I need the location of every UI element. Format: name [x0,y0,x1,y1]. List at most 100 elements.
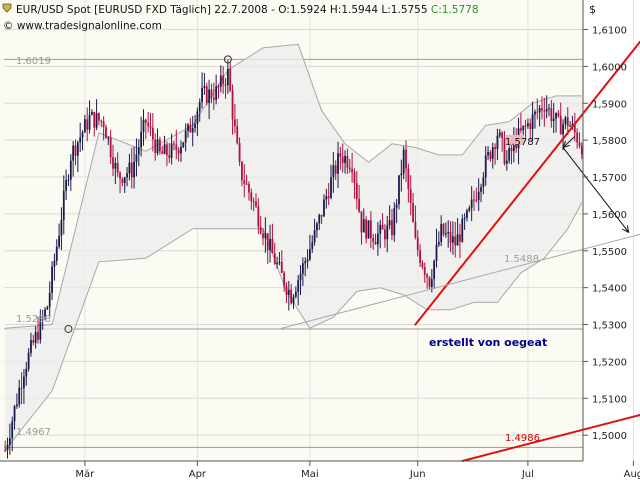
candle-body [8,438,11,445]
candle-body [203,86,206,89]
candle-body [318,214,321,224]
candle-body [353,172,356,184]
candle-body [468,207,471,211]
candle-body [180,147,182,154]
candle-body [400,173,403,176]
instrument-icon[interactable] [2,3,12,13]
candle-body [252,201,255,203]
time-axis-label: Jun [409,469,426,480]
candle-body [137,147,140,155]
candle-body [133,161,135,178]
candle-body [341,156,344,164]
candle-body [86,119,89,130]
candle-body [365,219,368,239]
candle-body [503,137,506,164]
candle-body [355,183,358,199]
candle-body [548,108,550,110]
candle-body [158,139,161,152]
candle-body [173,143,175,145]
grey-line-value-label: 1.5488 [504,254,539,265]
author-note: erstellt von oegeat [429,336,547,349]
candle-body [452,236,454,243]
candle-body [156,139,159,153]
candle-body [487,152,489,156]
candle-body [91,111,93,115]
candle-body [374,241,377,245]
price-axis-label: 1,5600 [592,210,627,221]
time-axis-label: Apr [189,469,207,480]
price-axis-label: 1,6000 [592,62,627,73]
candle-body [297,280,300,292]
candle-body [114,162,117,169]
candle-body [388,220,391,226]
candle-body [20,387,23,389]
candle-body [53,260,56,267]
candle-body [177,149,180,154]
candle-body [301,263,304,274]
candle-body [412,202,414,222]
candle-body [67,179,70,181]
candle-body [510,148,513,152]
candle-body [578,142,581,147]
candle-body [294,291,297,297]
candle-body [327,196,330,198]
candle-body [236,126,239,144]
time-axis[interactable]: Mär Apr Mai Jun Jul Aug [75,461,640,480]
candle-body [72,145,75,161]
bollinger-band-upper [5,43,582,329]
candle-body [23,376,25,389]
candle-body [25,368,28,377]
candlesticks [4,60,583,459]
instrument-title: EUR/USD Spot [EURUSD FXD Täglich] [16,4,211,16]
candle-body [210,89,213,98]
candle-body [189,124,192,133]
price-axis-label: 1,5300 [592,321,627,332]
bollinger-band-lower [4,202,583,451]
candle-body [116,162,119,173]
candle-body [81,132,84,138]
candle-body [170,143,173,158]
candle-body [348,167,351,170]
candle-body [51,266,53,293]
candle-body [304,261,307,264]
candle-body [407,168,410,190]
candle-body [475,199,478,201]
candle-body [60,220,63,236]
price-axis[interactable]: 1,6100 1,6000 1,5900 1,5800 1,5700 1,5600 1,55… [583,26,627,443]
header-date: 22.7.2008 [214,4,267,16]
price-axis-panel [583,0,640,480]
candle-body [123,177,126,184]
candle-body [41,316,44,318]
candle-body [74,145,77,156]
candle-body [339,153,342,157]
candle-body [229,68,232,91]
candle-body [105,127,107,139]
candle-body [564,117,567,125]
level-high-label: 1.6019 [16,56,51,67]
candle-body [459,234,461,242]
candle-body [505,160,508,164]
candle-body [135,154,138,162]
candle-body [534,111,536,115]
candle-body [484,155,487,178]
candle-body [269,238,271,251]
candle-body [201,88,203,103]
candle-body [367,220,370,239]
price-axis-label: 1,6100 [592,26,627,37]
candle-body [447,232,450,234]
candle-body [463,217,466,219]
grey-trend-line [281,233,640,329]
candle-body [395,204,398,208]
candle-body [76,142,79,156]
bollinger-band [4,43,583,451]
price-axis-label: 1,5900 [592,99,627,110]
candle-body [4,449,7,451]
candle-body [205,86,208,104]
candle-body [501,132,504,138]
candle-body [386,225,389,240]
candle-body [276,262,278,264]
uptrend-line [414,40,640,326]
candle-body [292,296,295,304]
candle-body [309,249,311,260]
